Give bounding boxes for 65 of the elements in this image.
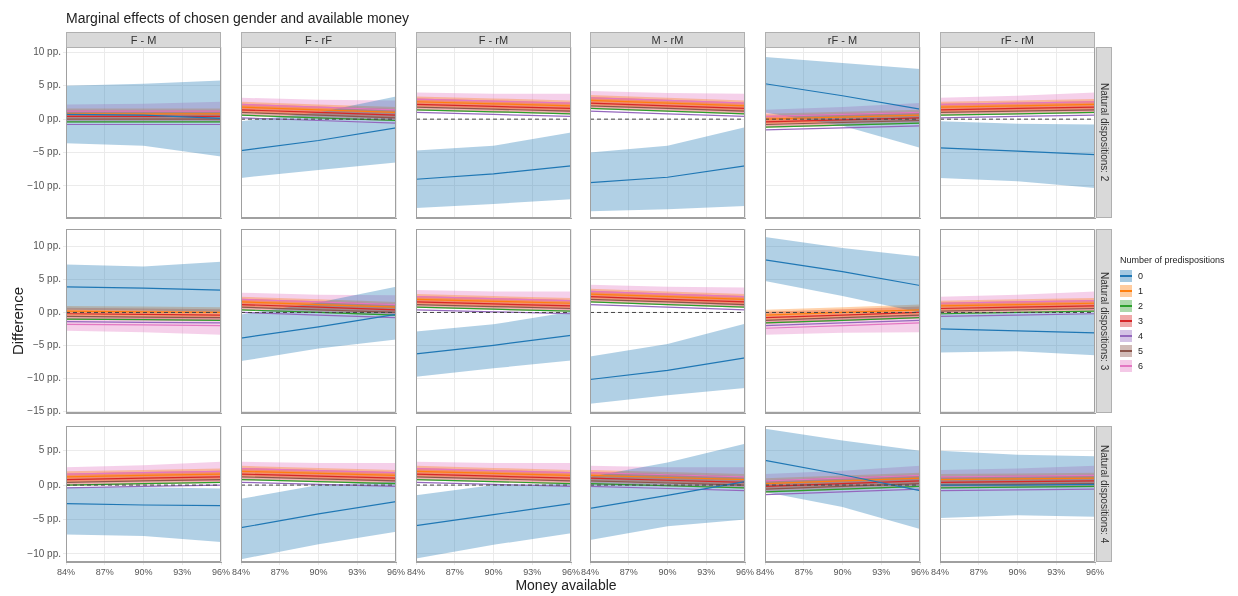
y-tick-label: −5 pp. [32,146,61,158]
y2-axis-title: Natural dispositions: 3 [1098,271,1110,371]
y-tick-label: 0 pp. [38,112,61,124]
chart-title: rF - M [765,32,920,48]
chart-title: F - M [66,32,221,48]
x-tick-label: 96% [211,566,231,577]
y-tick-label: 0 pp. [38,478,61,490]
x-tick-label: 96% [561,566,581,577]
chart-title: F - rM [416,32,571,48]
y-tick-label: 10 pp. [33,46,61,58]
x-axis-title: Money available [514,577,618,595]
x-tick-label: 93% [173,566,192,577]
x-tick-label: 84% [231,566,251,577]
x-tick-label: 84% [56,566,76,577]
legend-label: 0 [1138,270,1144,281]
x-tick-label: 93% [348,566,367,577]
x-tick-label: 90% [134,566,153,577]
x-tick-label: 87% [969,566,988,577]
x-tick-label: 96% [386,566,406,577]
x-tick-label: 90% [833,566,852,577]
x-tick-label: 96% [1085,566,1105,577]
x-tick-label: 87% [619,566,638,577]
x-tick-label: 90% [309,566,328,577]
legend-label: 5 [1138,345,1144,356]
y2-axis-title: Natural dispositions: 4 [1098,444,1110,544]
y-tick-label: 5 pp. [38,79,61,91]
x-tick-label: 84% [930,566,950,577]
x-tick-label: 87% [95,566,114,577]
text: Marginal effects of chosen gender and available money [66,10,409,26]
y-axis-title: Difference [8,286,26,356]
y-tick-label: −15 pp. [27,404,61,416]
x-tick-label: 96% [735,566,755,577]
y-tick-label: 5 pp. [38,444,61,456]
legend-label: 3 [1138,315,1144,326]
y2-axis-title: Natural dispositions: 2 [1098,83,1110,182]
chart-title: M - rM [590,32,745,48]
y-tick-label: −10 pp. [27,179,61,191]
x-tick-label: 93% [872,566,891,577]
y-tick-label: −5 pp. [32,513,61,525]
y-tick-label: 10 pp. [33,240,61,252]
y-tick-label: −10 pp. [27,547,61,559]
legend-title: Number of predispositions [1120,255,1226,265]
x-tick-label: 84% [406,566,426,577]
y-tick-label: −5 pp. [32,339,61,351]
x-tick-label: 90% [1008,566,1027,577]
chart-title: F - rF [241,32,396,48]
x-tick-label: 87% [270,566,289,577]
legend-label: 1 [1138,285,1144,296]
x-tick-label: 84% [580,566,600,577]
x-tick-label: 96% [910,566,930,577]
x-tick-label: 90% [484,566,503,577]
y-tick-label: 0 pp. [38,306,61,318]
x-tick-label: 87% [794,566,813,577]
legend-label: 4 [1138,330,1144,341]
chart-title: rF - rM [940,32,1095,48]
x-tick-label: 84% [755,566,775,577]
legend-label: 2 [1138,300,1144,311]
y-tick-label: −10 pp. [27,371,61,383]
y-tick-label: 5 pp. [38,273,61,285]
x-tick-label: 87% [445,566,464,577]
x-tick-label: 93% [523,566,542,577]
legend-label: 6 [1138,360,1144,371]
x-tick-label: 93% [1047,566,1066,577]
x-tick-label: 90% [658,566,677,577]
x-tick-label: 93% [697,566,716,577]
